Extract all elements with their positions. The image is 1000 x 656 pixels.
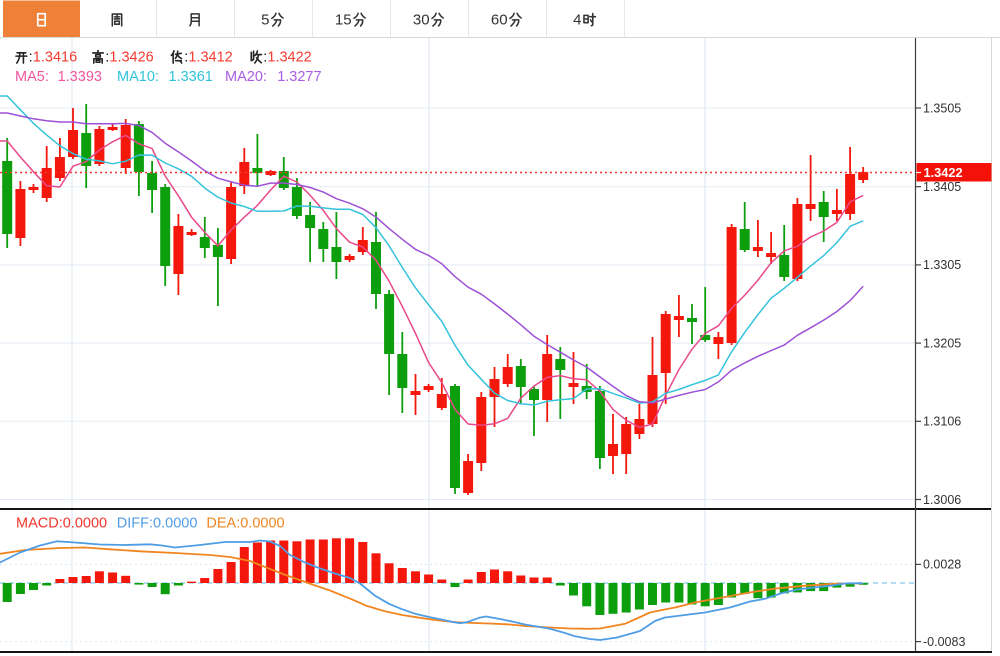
svg-text:1.3422: 1.3422	[924, 165, 963, 180]
svg-text::: :	[29, 50, 33, 66]
svg-text:4: 4	[573, 12, 581, 29]
svg-text::: :	[263, 50, 267, 66]
svg-text:DIFF:0.0000: DIFF:0.0000	[117, 516, 198, 532]
svg-text::: :	[105, 50, 109, 66]
svg-text:60: 60	[491, 12, 508, 29]
svg-text:1.3305: 1.3305	[923, 258, 961, 272]
svg-text:15: 15	[335, 12, 352, 29]
svg-text:1.3416: 1.3416	[33, 50, 77, 66]
svg-text:DEA:0.0000: DEA:0.0000	[206, 516, 284, 532]
svg-text:1.3422: 1.3422	[267, 50, 311, 66]
svg-text::: :	[184, 50, 188, 66]
svg-text:1.3426: 1.3426	[109, 50, 153, 66]
svg-text:1.3006: 1.3006	[923, 493, 961, 507]
svg-text:1.3505: 1.3505	[923, 101, 961, 115]
svg-text:MACD:0.0000: MACD:0.0000	[16, 516, 107, 532]
svg-text:1.3405: 1.3405	[923, 180, 961, 194]
svg-text:5: 5	[261, 12, 269, 29]
svg-text:1.3412: 1.3412	[188, 50, 232, 66]
svg-text:MA5: 1.3393: MA5: 1.3393	[15, 69, 102, 85]
svg-text:1.3106: 1.3106	[923, 415, 961, 429]
svg-text:0.0028: 0.0028	[923, 558, 961, 572]
svg-text:-0.0083: -0.0083	[923, 635, 965, 649]
svg-text:30: 30	[413, 12, 430, 29]
svg-text:1.3205: 1.3205	[923, 336, 961, 350]
